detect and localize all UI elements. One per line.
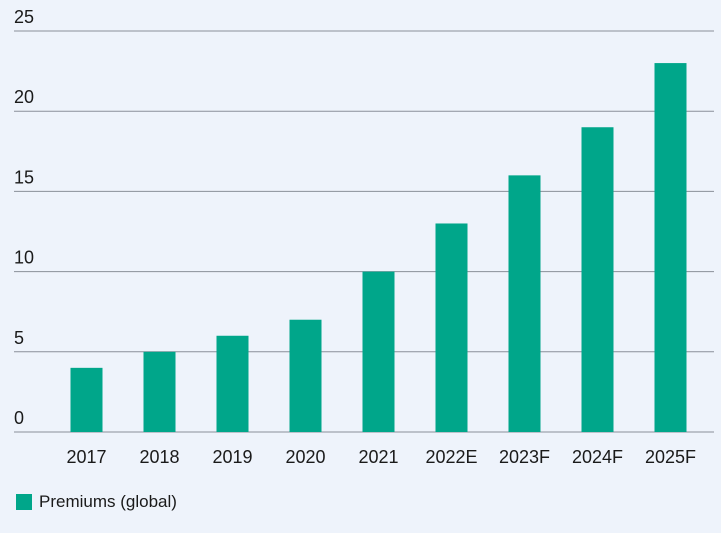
y-tick-label: 10	[14, 248, 34, 268]
y-tick-label: 5	[14, 328, 24, 348]
bar-2018	[143, 351, 176, 432]
legend-label: Premiums (global)	[39, 492, 177, 511]
legend: Premiums (global)	[16, 492, 177, 512]
x-axis-ticks: 2017 2018 2019 2020 2021 2022E 2023F 2024F 2025F	[66, 447, 696, 467]
y-axis-ticks: 0 5 10 15 20 25	[14, 7, 34, 428]
bar-2025F	[654, 63, 687, 433]
bar-2017	[70, 367, 103, 432]
x-tick-label: 2022E	[425, 447, 477, 467]
x-tick-label: 2020	[285, 447, 325, 467]
y-tick-label: 20	[14, 87, 34, 107]
x-tick-label: 2021	[358, 447, 398, 467]
bar-2023F	[508, 175, 541, 433]
bars	[70, 63, 687, 433]
x-tick-label: 2018	[139, 447, 179, 467]
x-tick-label: 2024F	[572, 447, 623, 467]
x-tick-label: 2019	[212, 447, 252, 467]
legend-swatch	[16, 494, 32, 510]
bar-2019	[216, 335, 249, 432]
x-tick-label: 2025F	[645, 447, 696, 467]
y-tick-label: 25	[14, 7, 34, 27]
bar-2022E	[435, 223, 468, 432]
y-tick-label: 0	[14, 408, 24, 428]
x-tick-label: 2023F	[499, 447, 550, 467]
bar-2021	[362, 271, 395, 432]
y-tick-label: 15	[14, 167, 34, 187]
bar-2020	[289, 319, 322, 432]
x-tick-label: 2017	[66, 447, 106, 467]
bar-2024F	[581, 127, 614, 433]
